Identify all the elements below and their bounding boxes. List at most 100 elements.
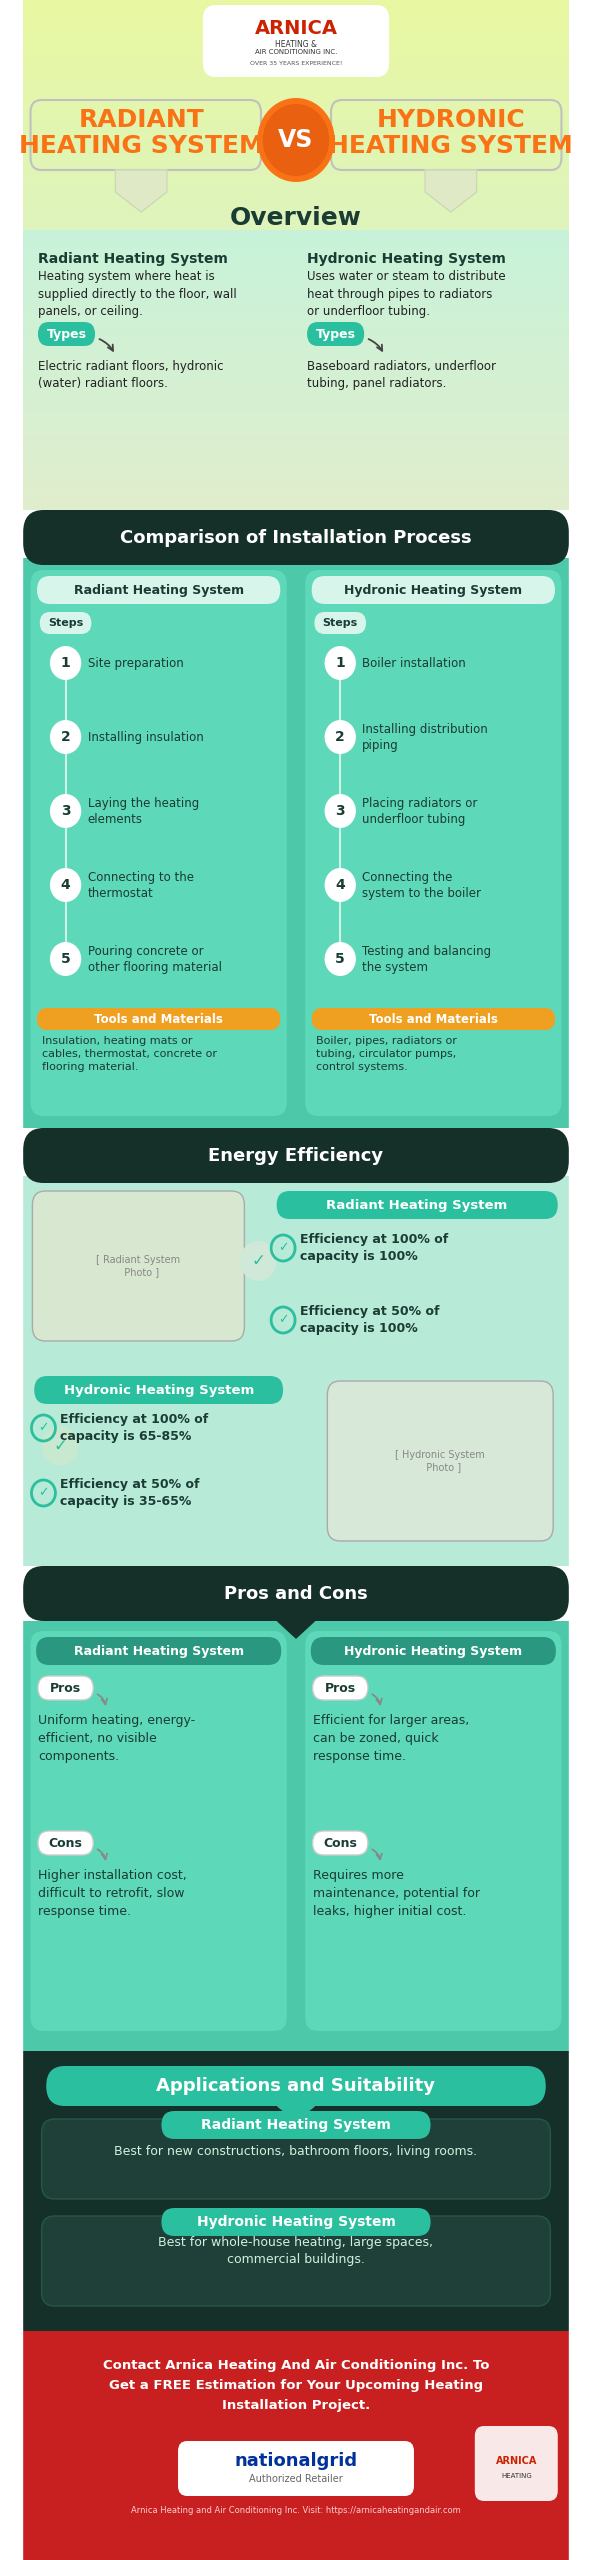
Text: OVER 35 YEARS EXPERIENCE!: OVER 35 YEARS EXPERIENCE! <box>250 61 342 67</box>
Text: Radiant Heating System: Radiant Heating System <box>38 251 228 266</box>
Text: ARNICA: ARNICA <box>255 18 337 38</box>
Text: ✓: ✓ <box>53 1436 67 1454</box>
Text: Applications and Suitability: Applications and Suitability <box>156 2076 436 2094</box>
Text: 1: 1 <box>335 655 345 671</box>
FancyBboxPatch shape <box>311 1009 555 1029</box>
FancyBboxPatch shape <box>162 2207 430 2235</box>
FancyBboxPatch shape <box>314 612 366 635</box>
Text: Cons: Cons <box>49 1836 82 1848</box>
Text: 5: 5 <box>61 952 70 965</box>
Text: AIR CONDITIONING INC.: AIR CONDITIONING INC. <box>255 49 337 54</box>
FancyBboxPatch shape <box>38 323 95 346</box>
Circle shape <box>50 942 81 975</box>
Text: Best for new constructions, bathroom floors, living rooms.: Best for new constructions, bathroom flo… <box>114 2145 478 2158</box>
Circle shape <box>50 645 81 681</box>
Text: ✓: ✓ <box>278 1242 288 1254</box>
FancyBboxPatch shape <box>23 1129 569 1183</box>
Circle shape <box>324 868 356 901</box>
Circle shape <box>50 794 81 827</box>
Circle shape <box>324 719 356 755</box>
FancyBboxPatch shape <box>305 1631 561 2030</box>
Text: Arnica Heating and Air Conditioning Inc. Visit: https://arnicaheatingandair.com: Arnica Heating and Air Conditioning Inc.… <box>131 2506 461 2514</box>
Text: nationalgrid: nationalgrid <box>234 2452 358 2470</box>
FancyBboxPatch shape <box>162 2112 430 2140</box>
FancyBboxPatch shape <box>34 1377 283 1403</box>
FancyBboxPatch shape <box>313 1830 368 1856</box>
Text: Laying the heating
elements: Laying the heating elements <box>88 796 199 824</box>
Text: Radiant Heating System: Radiant Heating System <box>73 1644 244 1656</box>
FancyBboxPatch shape <box>23 1620 569 2051</box>
FancyBboxPatch shape <box>33 1190 244 1341</box>
FancyBboxPatch shape <box>307 323 364 346</box>
Text: Tools and Materials: Tools and Materials <box>94 1014 223 1027</box>
Text: Types: Types <box>316 328 356 340</box>
Text: Steps: Steps <box>48 617 83 627</box>
Text: 1: 1 <box>61 655 70 671</box>
Text: Radiant Heating System: Radiant Heating System <box>201 2117 391 2132</box>
Polygon shape <box>278 2107 314 2122</box>
Text: Hydronic Heating System: Hydronic Heating System <box>307 251 506 266</box>
Circle shape <box>50 719 81 755</box>
Text: Insulation, heating mats or
cables, thermostat, concrete or
flooring material.: Insulation, heating mats or cables, ther… <box>41 1037 217 1073</box>
Text: Contact Arnica Heating And Air Conditioning Inc. To
Get a FREE Estimation for Yo: Contact Arnica Heating And Air Condition… <box>103 2358 489 2412</box>
Text: ✓: ✓ <box>38 1421 49 1434</box>
Text: 4: 4 <box>335 878 345 891</box>
Text: Uniform heating, energy-
efficient, no visible
components.: Uniform heating, energy- efficient, no v… <box>38 1715 195 1764</box>
Text: [ Hydronic System
  Photo ]: [ Hydronic System Photo ] <box>395 1449 485 1472</box>
Text: Efficiency at 50% of
capacity is 100%: Efficiency at 50% of capacity is 100% <box>300 1306 439 1334</box>
Circle shape <box>41 1426 79 1467</box>
Text: Best for whole-house heating, large spaces,
commercial buildings.: Best for whole-house heating, large spac… <box>159 2235 433 2266</box>
FancyBboxPatch shape <box>36 1636 281 1664</box>
Circle shape <box>50 868 81 901</box>
FancyBboxPatch shape <box>31 1631 287 2030</box>
Text: Electric radiant floors, hydronic
(water) radiant floors.: Electric radiant floors, hydronic (water… <box>38 361 223 389</box>
Text: Radiant Heating System: Radiant Heating System <box>73 584 244 596</box>
Circle shape <box>240 1242 276 1280</box>
Text: Cons: Cons <box>323 1836 357 1848</box>
Text: VS: VS <box>278 128 314 151</box>
Text: Overview: Overview <box>230 205 362 230</box>
Text: Connecting the
system to the boiler: Connecting the system to the boiler <box>362 870 481 899</box>
Text: Energy Efficiency: Energy Efficiency <box>208 1147 384 1165</box>
Text: Types: Types <box>47 328 86 340</box>
FancyBboxPatch shape <box>40 612 91 635</box>
FancyBboxPatch shape <box>23 509 569 566</box>
FancyBboxPatch shape <box>23 1567 569 1620</box>
Text: 4: 4 <box>61 878 70 891</box>
Text: 3: 3 <box>61 804 70 819</box>
Text: Comparison of Installation Process: Comparison of Installation Process <box>120 530 472 548</box>
FancyBboxPatch shape <box>38 1677 93 1700</box>
Text: ✓: ✓ <box>38 1487 49 1500</box>
Text: Radiant Heating System: Radiant Heating System <box>326 1198 507 1211</box>
FancyBboxPatch shape <box>311 1636 556 1664</box>
Text: Uses water or steam to distribute
heat through pipes to radiators
or underfloor : Uses water or steam to distribute heat t… <box>307 269 506 317</box>
Circle shape <box>263 105 329 177</box>
Circle shape <box>324 645 356 681</box>
Text: Hydronic Heating System: Hydronic Heating System <box>345 1644 522 1656</box>
Polygon shape <box>278 1620 314 1638</box>
Text: Boiler, pipes, radiators or
tubing, circulator pumps,
control systems.: Boiler, pipes, radiators or tubing, circ… <box>316 1037 457 1073</box>
FancyBboxPatch shape <box>203 5 389 77</box>
Text: Installing insulation: Installing insulation <box>88 730 204 742</box>
Text: ✓: ✓ <box>278 1313 288 1326</box>
Text: 2: 2 <box>61 730 70 745</box>
FancyBboxPatch shape <box>41 2217 551 2307</box>
Text: Testing and balancing
the system: Testing and balancing the system <box>362 945 491 973</box>
FancyBboxPatch shape <box>305 571 561 1116</box>
Text: RADIANT
HEATING SYSTEM: RADIANT HEATING SYSTEM <box>19 108 263 159</box>
FancyBboxPatch shape <box>41 2120 551 2199</box>
Text: [ Radiant System
  Photo ]: [ Radiant System Photo ] <box>96 1254 181 1277</box>
Text: Installing distribution
piping: Installing distribution piping <box>362 722 488 753</box>
FancyBboxPatch shape <box>23 558 569 1129</box>
Text: Pros and Cons: Pros and Cons <box>224 1585 368 1603</box>
Text: Pouring concrete or
other flooring material: Pouring concrete or other flooring mater… <box>88 945 221 973</box>
Text: HEATING: HEATING <box>501 2473 532 2478</box>
Text: Higher installation cost,
difficult to retrofit, slow
response time.: Higher installation cost, difficult to r… <box>38 1869 186 1917</box>
Text: ✓: ✓ <box>251 1252 265 1270</box>
Text: Boiler installation: Boiler installation <box>362 655 466 671</box>
Text: Efficient for larger areas,
can be zoned, quick
response time.: Efficient for larger areas, can be zoned… <box>313 1715 469 1764</box>
Text: Efficiency at 100% of
capacity is 65-85%: Efficiency at 100% of capacity is 65-85% <box>60 1413 208 1444</box>
Text: Heating system where heat is
supplied directly to the floor, wall
panels, or cei: Heating system where heat is supplied di… <box>38 269 237 317</box>
Circle shape <box>324 794 356 827</box>
Text: Pros: Pros <box>50 1682 81 1695</box>
